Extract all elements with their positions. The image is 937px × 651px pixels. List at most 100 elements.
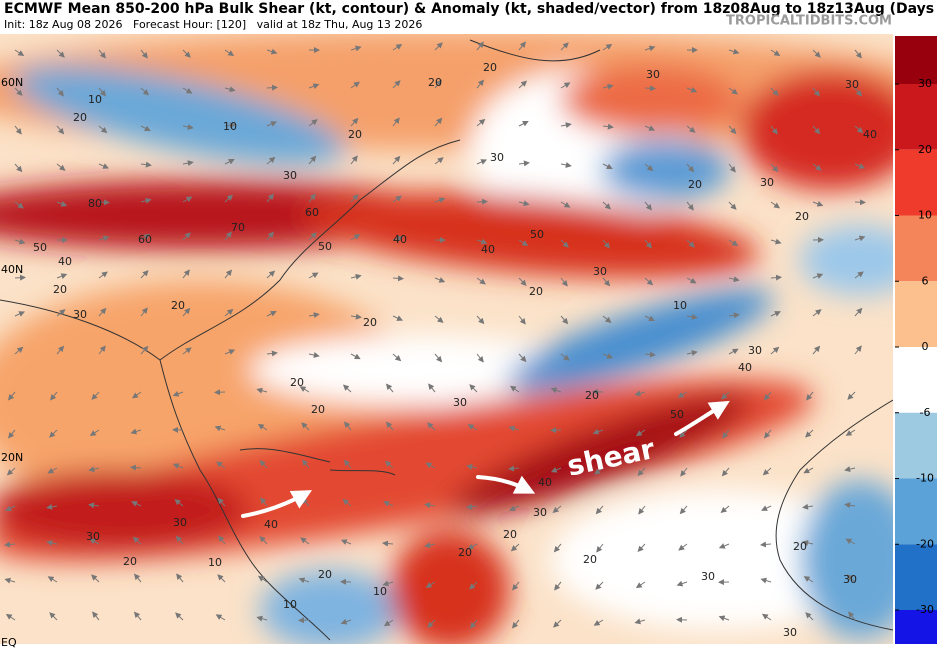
wind-vector (7, 391, 16, 401)
wind-vector (47, 576, 58, 583)
wind-vector (594, 467, 604, 475)
wind-vector (644, 85, 656, 92)
wind-vector (518, 160, 530, 167)
wind-vector (770, 163, 779, 173)
wind-vector (91, 391, 100, 400)
wind-vector (760, 577, 772, 584)
wind-vector (392, 44, 403, 51)
wind-vector (224, 122, 236, 129)
wind-vector (812, 125, 821, 135)
wind-vector (182, 232, 191, 241)
wind-vector (308, 272, 319, 279)
wind-vector (140, 87, 150, 96)
wind-vector (602, 163, 613, 170)
wind-vector (214, 389, 226, 396)
wind-vector (182, 87, 193, 94)
wind-vector (602, 123, 614, 130)
wind-vector (224, 231, 232, 241)
wind-vector (518, 200, 530, 207)
wind-vector (49, 429, 58, 438)
colorbar-segment (895, 610, 937, 644)
latitude-label: EQ (1, 636, 17, 649)
wind-vector (770, 274, 782, 281)
wind-vector (434, 117, 443, 127)
wind-vector (350, 194, 359, 203)
wind-vector (266, 311, 277, 317)
wind-vector (686, 239, 695, 248)
wind-vector (14, 311, 26, 317)
wind-vector (299, 386, 310, 393)
wind-vector (392, 353, 402, 362)
wind-vector (518, 120, 529, 127)
colorbar-segment (895, 412, 937, 479)
wind-vector (56, 309, 66, 317)
contour-label: 20 (363, 316, 377, 329)
wind-vector (512, 581, 520, 591)
wind-vector (476, 277, 486, 285)
wind-vector (476, 79, 485, 89)
contour-label: 30 (490, 151, 504, 164)
wind-vector (635, 429, 646, 437)
wind-vector (805, 612, 814, 621)
wind-vector (602, 277, 611, 287)
contour-label: 40 (481, 243, 495, 256)
wind-vector (763, 429, 772, 439)
wind-vector (602, 353, 614, 359)
wind-vector (854, 87, 863, 97)
contour-label: 20 (318, 568, 332, 581)
wind-vector (133, 611, 142, 621)
wind-vector (560, 82, 571, 89)
coastlines (0, 39, 893, 641)
wind-vector (847, 391, 856, 400)
wind-vector (854, 307, 863, 317)
wind-vector (560, 353, 570, 361)
wind-vector (686, 125, 696, 133)
contour-label: 20 (290, 376, 304, 389)
wind-vector (392, 275, 404, 282)
wind-vector (350, 313, 362, 320)
annotation-arrows (241, 400, 730, 518)
wind-vector (98, 199, 110, 206)
contour-label: 20 (793, 540, 807, 553)
colorbar: 30 20 10 6 0 -6 -10 -20 -30 (895, 36, 937, 644)
wind-vector (466, 503, 478, 510)
contour-label: 30 (760, 176, 774, 189)
wind-vector (470, 619, 478, 629)
wind-vector (510, 543, 520, 552)
wind-vector (5, 613, 16, 621)
wind-vector (644, 125, 656, 131)
wind-vector (552, 505, 562, 514)
wind-vector (679, 505, 688, 515)
wind-vector (98, 49, 106, 59)
wind-vector (14, 49, 25, 56)
contour-label: 20 (428, 76, 442, 89)
wind-vector (511, 619, 520, 629)
colorbar-segment (895, 36, 937, 84)
wind-vector (350, 45, 362, 52)
wind-vector (130, 464, 142, 471)
wind-vector (728, 125, 737, 135)
contour-label: 20 (171, 299, 185, 312)
wind-vector (182, 196, 193, 203)
colorbar-segment (895, 478, 937, 545)
colorbar-segment (895, 149, 937, 216)
contour-label: 60 (138, 233, 152, 246)
wind-vector (14, 238, 26, 245)
wind-vector (560, 239, 569, 248)
wind-vector (770, 201, 781, 209)
wind-vector (350, 353, 361, 360)
wind-vector (88, 502, 100, 509)
wind-vector (266, 193, 275, 203)
wind-vector (728, 276, 740, 283)
wind-vector (427, 619, 436, 628)
contour-label: 60 (305, 206, 319, 219)
colorbar-segment (895, 347, 937, 413)
wind-vector (46, 503, 58, 510)
colorbar-label: 6 (922, 274, 929, 287)
wind-vector (342, 384, 352, 393)
wind-vector (602, 83, 614, 90)
wind-vector (98, 345, 106, 355)
wind-vector (518, 80, 528, 89)
